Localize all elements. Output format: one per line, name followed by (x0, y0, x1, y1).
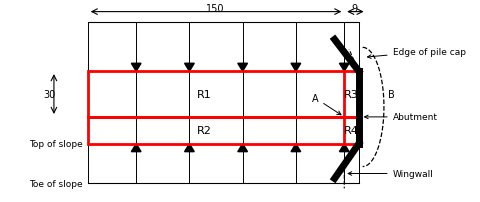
Polygon shape (184, 64, 194, 72)
Text: R4: R4 (343, 125, 358, 135)
Text: Edge of pile cap: Edge of pile cap (367, 48, 465, 59)
Bar (88, 72, 358, 117)
Text: R2: R2 (196, 125, 211, 135)
Polygon shape (237, 144, 247, 152)
Text: R1: R1 (196, 90, 211, 100)
Text: A: A (311, 94, 340, 115)
Polygon shape (184, 144, 194, 152)
Text: R3: R3 (343, 90, 358, 100)
Text: Toe of slope: Toe of slope (29, 179, 83, 188)
Polygon shape (237, 64, 247, 72)
Polygon shape (131, 64, 141, 72)
Text: Wingwall: Wingwall (348, 169, 432, 178)
Polygon shape (290, 64, 300, 72)
Text: 150: 150 (206, 4, 224, 14)
Text: Abutment: Abutment (364, 113, 437, 122)
Text: 30: 30 (43, 90, 55, 100)
Text: 9: 9 (351, 4, 357, 14)
Polygon shape (290, 144, 300, 152)
Polygon shape (131, 144, 141, 152)
Text: Top of slope: Top of slope (29, 140, 83, 148)
Bar (88, 117, 358, 144)
Text: B: B (387, 90, 394, 100)
Polygon shape (339, 64, 348, 72)
Polygon shape (339, 144, 348, 152)
